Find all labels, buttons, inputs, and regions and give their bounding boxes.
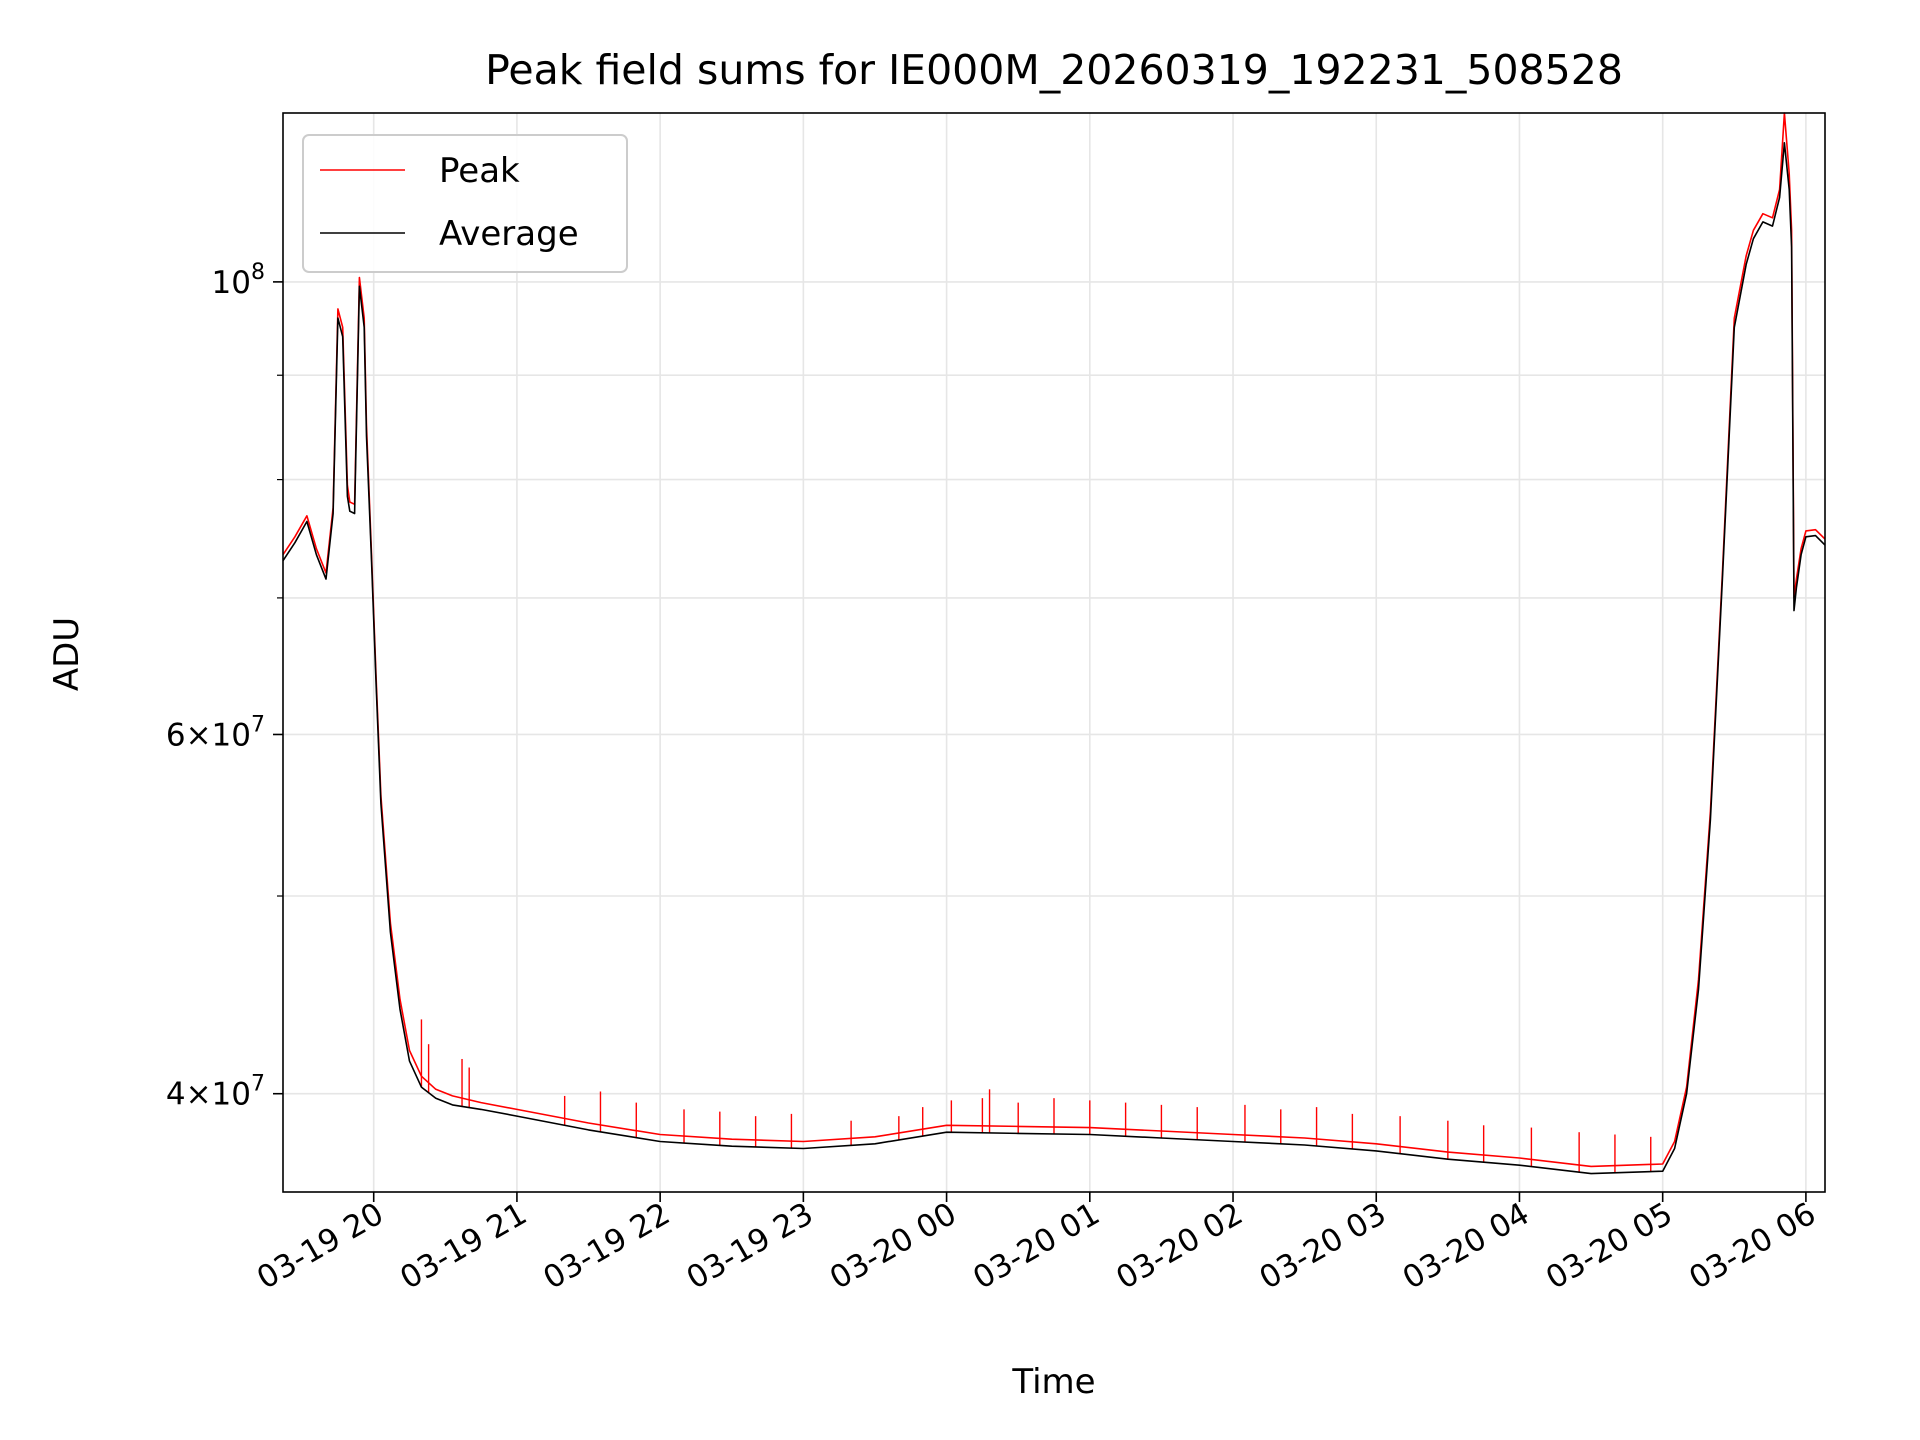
x-axis-label: Time — [1011, 1362, 1095, 1402]
axes-frame — [282, 112, 1826, 1193]
y-axis-label: ADU — [47, 617, 87, 691]
chart-title: Peak field sums for IE000M_20260319_1922… — [485, 46, 1623, 94]
legend: Peak Average — [302, 134, 628, 273]
y-tick-label: 4×107 — [166, 1072, 265, 1113]
peak-spikes — [420, 1019, 1652, 1173]
y-tick-label: 108 — [212, 260, 265, 301]
legend-label-peak: Peak — [439, 151, 520, 191]
legend-label-average: Average — [439, 214, 579, 254]
series — [282, 112, 1826, 1175]
series-line-average — [282, 142, 1826, 1175]
grid — [283, 113, 1825, 1192]
y-tick-label: 6×107 — [166, 712, 265, 753]
